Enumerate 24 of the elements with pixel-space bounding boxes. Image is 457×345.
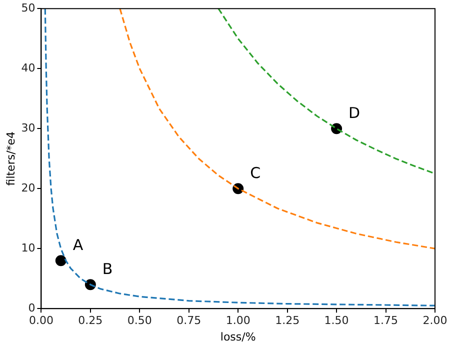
x-tick-label: 1.25 <box>275 314 300 328</box>
x-tick-label: 0.75 <box>176 314 202 328</box>
x-tick-label: 0.50 <box>127 314 152 328</box>
x-tick-label: 0.25 <box>78 314 103 328</box>
annotation: B <box>102 260 113 278</box>
y-tick-label: 20 <box>21 181 36 194</box>
annotation: A <box>72 236 84 254</box>
y-tick-label: 30 <box>21 121 36 134</box>
annotation: D <box>348 104 360 122</box>
line-series <box>119 8 435 250</box>
line-series <box>44 8 435 306</box>
y-tick-label: 50 <box>21 1 36 14</box>
x-tick-label: 2.00 <box>422 314 448 328</box>
x-tick-label: 1.00 <box>226 314 250 328</box>
y-axis-title: filters/*e4 <box>4 131 18 186</box>
x-tick-label: 1.75 <box>374 314 398 328</box>
y-tick-label: 40 <box>21 61 36 74</box>
x-axis-title: loss/% <box>220 330 256 344</box>
x-tick-label: 1.50 <box>324 314 349 328</box>
annotation: C <box>250 164 261 182</box>
x-tick-label: 0.00 <box>28 314 54 328</box>
y-tick-label: 0 <box>28 301 36 314</box>
point <box>55 255 66 266</box>
y-tick-label: 10 <box>21 241 36 254</box>
